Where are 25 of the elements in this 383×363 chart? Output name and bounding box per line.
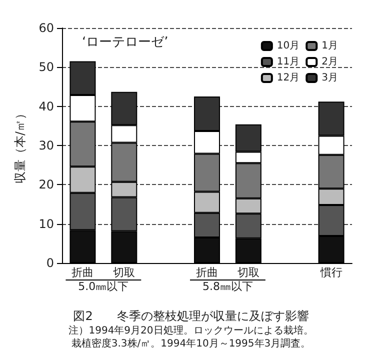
y-tick-label: 10 <box>38 216 54 231</box>
x-tick-label: 慣行 <box>319 266 342 279</box>
legend-label: 2月 <box>322 56 338 68</box>
text: 注）1994年9月20日処理。ロックウールによる栽培。 <box>68 324 314 336</box>
text: 5.0㎜以下 <box>78 280 129 293</box>
x-tick-label: 折曲 <box>72 266 94 279</box>
text: 図2 冬季の整枝処理が収量に及ぼす影響 <box>73 309 309 323</box>
legend-label: 11月 <box>276 56 300 68</box>
y-tick-label: 20 <box>38 178 54 192</box>
legend-label: 10月 <box>276 40 300 52</box>
x-tick-label: 切取 <box>237 266 260 279</box>
y-tick-label: 60 <box>38 21 54 35</box>
legend-label: 1月 <box>322 40 338 52</box>
x-tick-label: 折曲 <box>196 266 218 279</box>
y-axis-title: 収量（本/㎡） <box>13 107 27 184</box>
text: ‘ローテローゼ’ <box>82 35 168 50</box>
y-tick-label: 40 <box>38 99 54 114</box>
x-tick-label: 切取 <box>113 266 136 279</box>
y-tick-label: 30 <box>38 138 54 152</box>
y-tick-label: 50 <box>38 60 54 74</box>
y-tick-label: 0 <box>46 256 54 270</box>
legend-label: 3月 <box>322 72 338 84</box>
text: 栽植密度3.3株/㎡。1994年10月～1995年3月調査。 <box>71 338 311 350</box>
text: 5.8㎜以下 <box>202 280 253 293</box>
legend-label: 12月 <box>276 72 300 84</box>
